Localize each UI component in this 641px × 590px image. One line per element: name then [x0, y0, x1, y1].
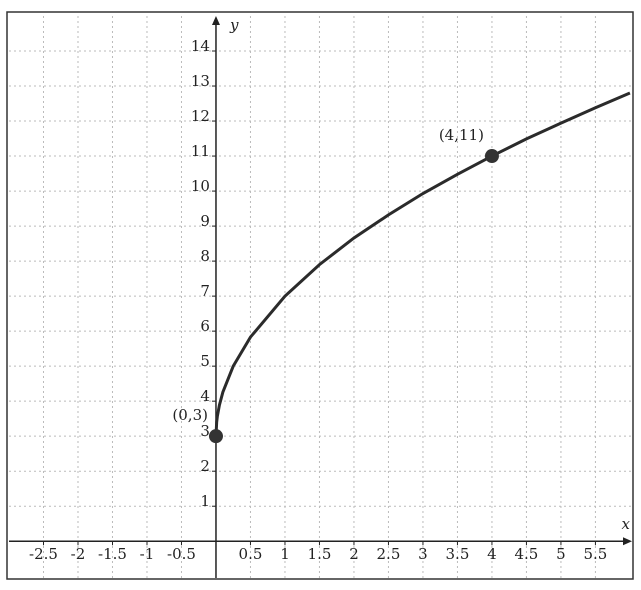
- y-tick-label: 4: [200, 387, 210, 405]
- y-tick-label: 8: [200, 247, 210, 265]
- x-axis-label: x: [622, 515, 631, 533]
- y-tick-label: 2: [200, 457, 210, 475]
- x-tick-label: -2: [71, 545, 86, 563]
- point: [208, 429, 223, 444]
- y-tick-label: 13: [191, 72, 210, 90]
- y-tick-label: 3: [200, 422, 210, 440]
- y-tick-label: 10: [191, 177, 210, 195]
- y-tick-label: 6: [200, 317, 210, 335]
- x-tick-label: 3: [418, 545, 428, 563]
- x-tick-label: 5.5: [584, 545, 608, 563]
- x-tick-label: 4: [487, 545, 497, 563]
- y-tick-label: 14: [191, 37, 210, 55]
- grid: [9, 16, 632, 578]
- y-tick-label: 12: [191, 107, 210, 125]
- y-axis-arrow: [211, 16, 220, 25]
- y-tick-label: 5: [200, 352, 210, 370]
- x-tick-label: 1: [280, 545, 290, 563]
- x-axis-arrow: [623, 537, 632, 546]
- x-tick-label: 5: [556, 545, 566, 563]
- axes: [9, 16, 632, 578]
- x-tick-label: 2.5: [377, 545, 401, 563]
- x-tick-label: 4.5: [515, 545, 539, 563]
- y-tick-label: 9: [200, 212, 210, 230]
- x-tick-label: -0.5: [167, 545, 196, 563]
- x-tick-label: 2: [349, 545, 359, 563]
- y-tick-label: 7: [200, 282, 210, 300]
- frame: [6, 11, 634, 580]
- y-tick-label: 11: [191, 142, 210, 160]
- point-label: (0,3): [172, 406, 208, 424]
- curve: [214, 91, 631, 437]
- y-axis-label: y: [229, 16, 239, 34]
- point: [484, 149, 499, 164]
- x-tick-label: -1: [140, 545, 155, 563]
- x-tick-label: 1.5: [308, 545, 332, 563]
- point-label: (4,11): [439, 126, 484, 144]
- x-tick-label: -2.5: [29, 545, 58, 563]
- x-tick-label: 0.5: [239, 545, 263, 563]
- x-tick-label: -1.5: [98, 545, 127, 563]
- y-tick-label: 1: [200, 492, 210, 510]
- x-tick-label: 3.5: [446, 545, 470, 563]
